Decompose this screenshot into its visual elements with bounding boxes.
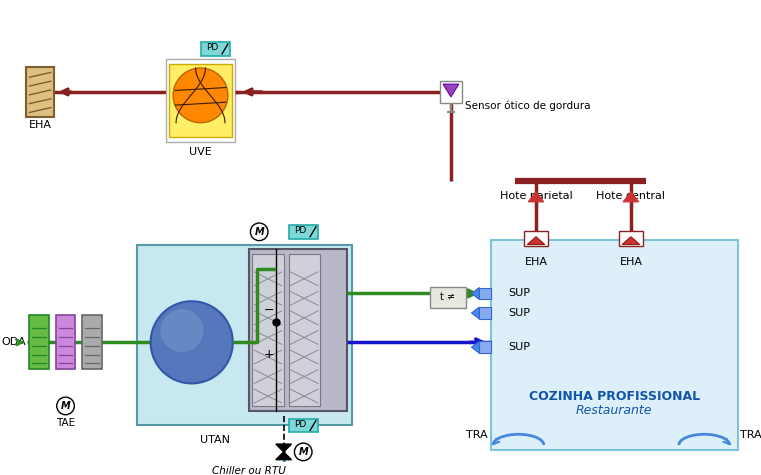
Bar xyxy=(288,418,318,432)
Bar xyxy=(27,66,54,117)
Text: UTAN: UTAN xyxy=(200,435,230,445)
Text: Sensor ótico de gordura: Sensor ótico de gordura xyxy=(465,100,590,111)
Text: Hote central: Hote central xyxy=(597,190,665,200)
Bar xyxy=(440,81,462,103)
Bar xyxy=(288,254,320,406)
Polygon shape xyxy=(472,342,479,353)
Bar xyxy=(200,42,230,56)
Circle shape xyxy=(174,68,228,123)
Text: SUP: SUP xyxy=(508,288,530,298)
Text: t ≠: t ≠ xyxy=(441,292,456,303)
Text: M: M xyxy=(298,447,308,457)
Text: EHA: EHA xyxy=(619,257,642,267)
Text: COZINHA PROFISSIONAL: COZINHA PROFISSIONAL xyxy=(529,390,700,403)
Text: ODA: ODA xyxy=(2,337,26,347)
Bar xyxy=(250,249,347,411)
Text: Chiller ou RTU: Chiller ou RTU xyxy=(212,466,286,475)
Bar xyxy=(30,315,49,369)
Bar xyxy=(479,342,491,353)
Text: TRA: TRA xyxy=(740,430,761,440)
Bar xyxy=(288,225,318,238)
Bar xyxy=(479,307,491,319)
Bar xyxy=(167,59,234,142)
Polygon shape xyxy=(622,237,640,245)
Circle shape xyxy=(250,223,268,241)
Bar xyxy=(431,286,466,308)
Bar xyxy=(169,64,232,137)
Text: SUP: SUP xyxy=(508,308,530,318)
Polygon shape xyxy=(472,307,479,319)
Text: Hote parietal: Hote parietal xyxy=(500,190,572,200)
Bar xyxy=(56,315,75,369)
Text: SUP: SUP xyxy=(508,342,530,352)
Polygon shape xyxy=(623,192,638,202)
Circle shape xyxy=(161,309,203,352)
Circle shape xyxy=(151,301,233,383)
Text: PD: PD xyxy=(206,43,218,52)
Circle shape xyxy=(295,443,312,461)
Text: EHA: EHA xyxy=(524,257,547,267)
Text: PD: PD xyxy=(295,227,307,235)
Circle shape xyxy=(57,397,75,415)
Text: −: − xyxy=(264,304,274,317)
Polygon shape xyxy=(472,287,479,299)
Polygon shape xyxy=(527,237,545,245)
Bar xyxy=(253,254,284,406)
Polygon shape xyxy=(528,192,544,202)
Text: +: + xyxy=(263,348,274,361)
Text: PD: PD xyxy=(295,420,307,429)
Text: TRA: TRA xyxy=(466,430,488,440)
Text: UVE: UVE xyxy=(189,147,212,157)
Polygon shape xyxy=(275,444,291,452)
Polygon shape xyxy=(443,84,459,97)
Polygon shape xyxy=(275,452,291,460)
Bar xyxy=(619,231,642,247)
Text: Restaurante: Restaurante xyxy=(576,404,652,418)
Text: TAE: TAE xyxy=(56,418,75,428)
Bar xyxy=(491,240,737,450)
Text: M: M xyxy=(254,227,264,237)
Bar xyxy=(524,231,548,247)
Text: M: M xyxy=(61,401,71,411)
Text: EHA: EHA xyxy=(29,120,52,130)
Bar xyxy=(479,287,491,299)
Bar xyxy=(82,315,102,369)
Bar xyxy=(137,245,352,426)
